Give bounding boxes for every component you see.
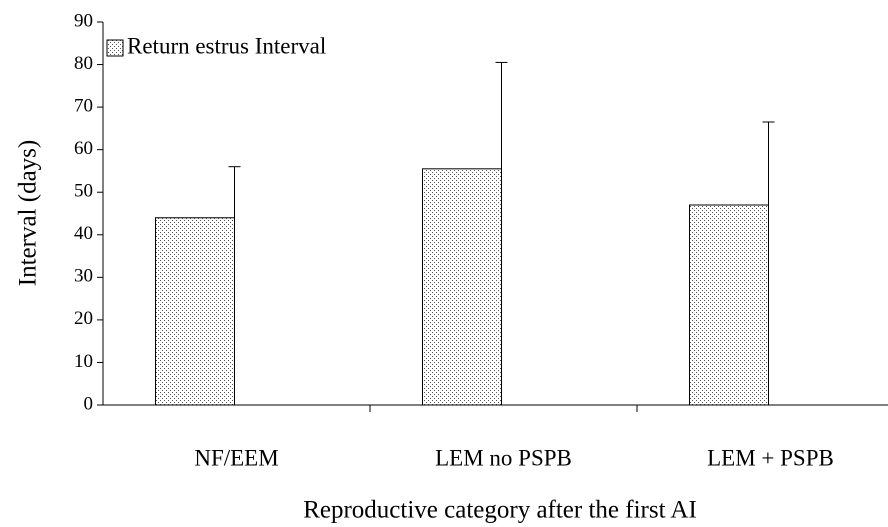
bar	[422, 168, 502, 406]
y-tick-label: 60	[74, 138, 93, 159]
y-tick-label: 30	[74, 266, 93, 287]
x-tick-label: LEM no PSPB	[435, 445, 572, 470]
bar	[155, 217, 235, 406]
y-tick-label: 70	[74, 95, 93, 116]
y-tick-label: 40	[74, 223, 93, 244]
y-tick-label: 20	[74, 308, 93, 329]
y-tick-label: 0	[84, 393, 94, 414]
y-tick-label: 80	[74, 53, 93, 74]
x-axis-title: Reproductive category after the first AI	[303, 497, 697, 524]
y-tick-label: 10	[74, 351, 93, 372]
legend-swatch	[106, 39, 124, 57]
x-tick-label: NF/EEM	[194, 445, 278, 470]
x-tick-label: LEM + PSPB	[707, 445, 834, 470]
y-axis-title: Interval (days)	[15, 140, 42, 286]
legend-label: Return estrus Interval	[127, 33, 326, 58]
bar	[689, 204, 769, 406]
y-tick-label: 90	[74, 10, 93, 31]
y-tick-label: 50	[74, 181, 93, 202]
